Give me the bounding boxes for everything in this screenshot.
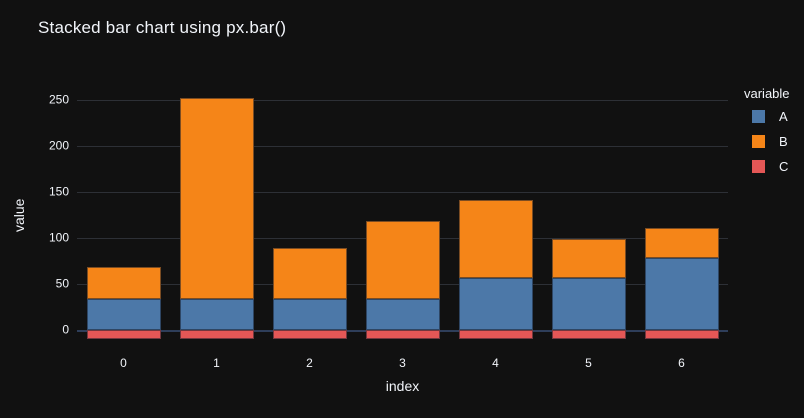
bar-1-series-B — [179, 98, 254, 299]
bar-5-series-B — [551, 238, 626, 278]
legend-item-C[interactable]: C — [744, 154, 790, 179]
bar-0-series-C — [86, 330, 161, 340]
legend-title: variable — [744, 86, 790, 101]
legend-label-C: C — [779, 159, 789, 174]
chart-title: Stacked bar chart using px.bar() — [38, 18, 287, 37]
legend-swatch-B — [752, 135, 765, 148]
y-axis-title: value — [11, 198, 27, 232]
bar-3-series-A — [365, 298, 440, 330]
bar-2-series-A — [272, 298, 347, 330]
bar-6-series-A — [644, 258, 719, 330]
y-tick-label-250: 250 — [48, 92, 69, 107]
bar-0-series-B — [86, 267, 161, 299]
x-tick-label-6: 6 — [678, 356, 685, 370]
y-tick-label-150: 150 — [48, 184, 69, 199]
bar-5-series-A — [551, 277, 626, 330]
legend-swatch-A — [752, 110, 765, 123]
x-tick-label-5: 5 — [585, 356, 592, 370]
bar-6-series-B — [644, 227, 719, 259]
plot-area[interactable]: value index 0 50 100 150 200 250 0 1 2 3 4 5 6 — [11, 85, 728, 394]
y-tick-label-200: 200 — [48, 138, 69, 153]
bar-1-series-A — [179, 298, 254, 330]
gridline-200 — [77, 145, 728, 147]
y-tick-label-50: 50 — [55, 276, 69, 291]
bar-2-series-B — [272, 248, 347, 299]
x-tick-label-4: 4 — [492, 356, 499, 370]
x-tick-label-1: 1 — [213, 356, 220, 370]
x-tick-label-3: 3 — [399, 356, 406, 370]
bar-3-series-C — [365, 330, 440, 340]
bar-1-series-C — [179, 330, 254, 340]
bar-2-series-C — [272, 330, 347, 340]
gridline-150 — [77, 191, 728, 193]
x-axis-title: index — [385, 378, 420, 394]
x-tick-label-0: 0 — [120, 356, 127, 370]
legend-label-B: B — [779, 134, 788, 149]
bar-3-series-B — [365, 221, 440, 299]
y-tick-label-100: 100 — [48, 230, 69, 245]
legend-item-B[interactable]: B — [744, 129, 790, 154]
bar-6-series-C — [644, 330, 719, 340]
legend-swatch-C — [752, 160, 765, 173]
y-tick-label-0: 0 — [62, 322, 69, 337]
legend-item-A[interactable]: A — [744, 104, 790, 129]
bar-4-series-C — [458, 330, 533, 340]
x-tick-label-2: 2 — [306, 356, 313, 370]
legend-label-A: A — [779, 109, 788, 124]
bar-4-series-B — [458, 200, 533, 278]
gridline-250 — [77, 99, 728, 101]
bar-4-series-A — [458, 277, 533, 330]
bar-5-series-C — [551, 330, 626, 340]
bar-0-series-A — [86, 298, 161, 330]
